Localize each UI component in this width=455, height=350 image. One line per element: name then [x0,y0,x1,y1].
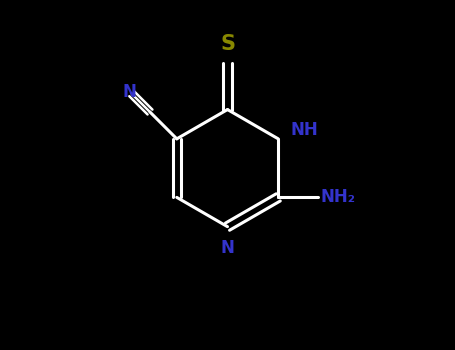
Text: NH₂: NH₂ [321,188,355,206]
Text: S: S [220,34,235,55]
Text: N: N [221,239,234,257]
Text: N: N [123,83,136,101]
Text: NH: NH [290,121,318,139]
